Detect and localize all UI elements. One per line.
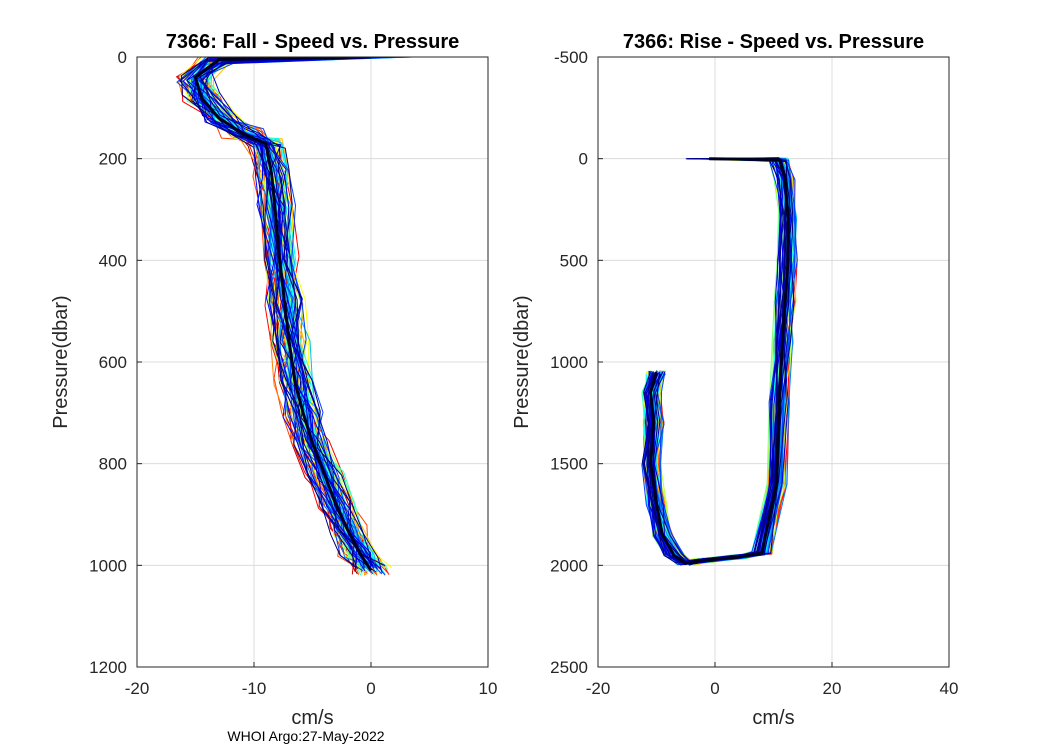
- y-tick-label: 1200: [89, 658, 127, 677]
- rise-chart-title: 7366: Rise - Speed vs. Pressure: [623, 31, 924, 53]
- x-tick-label: 40: [940, 679, 959, 698]
- y-tick-label: 0: [579, 150, 588, 169]
- y-tick-label: 200: [99, 150, 127, 169]
- x-tick-label: -10: [242, 679, 267, 698]
- profile-line: [206, 57, 395, 567]
- rise-tick-labels: -20 0 20 40 -500 0 500 1000 1500 2000 2500: [550, 48, 958, 698]
- y-tick-label: 600: [99, 353, 127, 372]
- y-tick-label: 2000: [550, 556, 588, 575]
- rise-y-axis-label: Pressure(dbar): [511, 295, 533, 428]
- y-tick-label: 0: [118, 48, 127, 67]
- profile-line: [199, 57, 386, 567]
- profile-line: [194, 57, 374, 567]
- y-tick-label: 1500: [550, 455, 588, 474]
- fall-x-axis-label: cm/s: [291, 707, 333, 729]
- y-tick-label: 1000: [89, 556, 127, 575]
- median-profile-line: [193, 57, 373, 572]
- y-tick-label: -500: [554, 48, 588, 67]
- y-tick-label: 500: [560, 251, 588, 270]
- fall-chart-title: 7366: Fall - Speed vs. Pressure: [166, 31, 460, 53]
- fall-y-axis-label: Pressure(dbar): [50, 295, 72, 428]
- profile-line: [191, 57, 371, 573]
- profile-line: [200, 57, 404, 567]
- profile-line: [196, 57, 377, 573]
- x-tick-label: 0: [710, 679, 719, 698]
- rise-x-axis-label: cm/s: [752, 707, 794, 729]
- profile-line: [180, 57, 358, 568]
- median-profile-line: [649, 157, 790, 565]
- y-tick-label: 1000: [550, 353, 588, 372]
- profile-line: [212, 57, 379, 568]
- fall-profiles: [175, 57, 415, 576]
- x-tick-label: 10: [479, 679, 498, 698]
- y-tick-label: 400: [99, 251, 127, 270]
- y-tick-label: 800: [99, 455, 127, 474]
- x-tick-label: -20: [125, 679, 150, 698]
- x-tick-label: -20: [586, 679, 611, 698]
- x-tick-label: 0: [366, 679, 375, 698]
- x-tick-label: 20: [823, 679, 842, 698]
- profile-line: [191, 57, 372, 569]
- footer-credit: WHOI Argo:27-May-2022: [227, 728, 384, 744]
- y-tick-label: 2500: [550, 658, 588, 677]
- profile-line: [643, 158, 787, 566]
- rise-profiles: [641, 157, 798, 566]
- rise-chart-panel: -20 0 20 40 -500 0 500 1000 1500 2000 2500 7366: R…: [511, 31, 958, 729]
